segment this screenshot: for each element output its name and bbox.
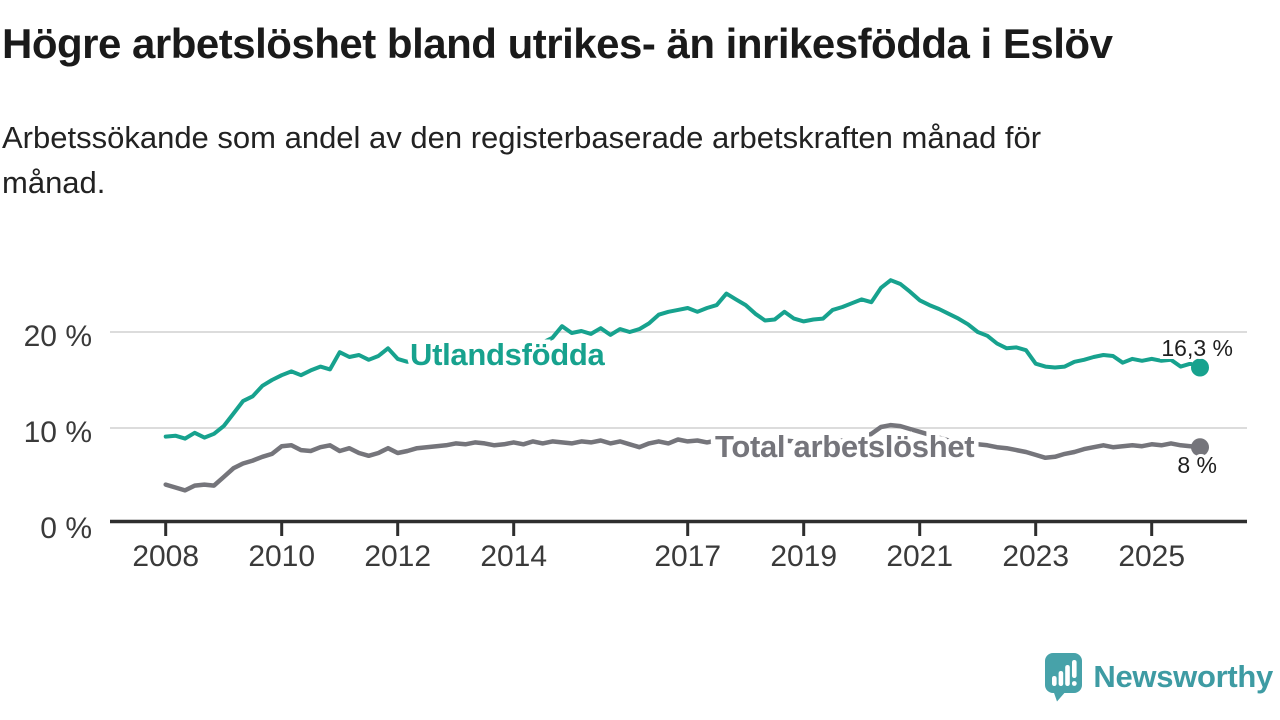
x-tick-label-2025: 2025 xyxy=(1118,540,1185,573)
x-tick-label-2021: 2021 xyxy=(886,540,953,573)
x-tick-label-2017: 2017 xyxy=(654,540,721,573)
logo-exclamation-dot xyxy=(1072,681,1078,686)
logo-exclamation-bar xyxy=(1072,660,1077,678)
x-tick-label-2008: 2008 xyxy=(132,540,199,573)
series-end-dot-utlandsfodda xyxy=(1191,358,1209,377)
chart-title: Högre arbetslöshet bland utrikes- än inr… xyxy=(2,20,1113,67)
x-tick-label-2010: 2010 xyxy=(248,540,315,573)
series-line-total-arbetsloshet xyxy=(163,422,1203,493)
value-label-utlandsfodda: 16,3 % xyxy=(1161,335,1233,361)
x-tick-label-2014: 2014 xyxy=(480,540,547,573)
newsworthy-logo-text: Newsworthy xyxy=(1093,659,1273,694)
value-label-total-arbetsloshet: 8 % xyxy=(1177,452,1217,478)
series-label-total-arbetsloshet: Total arbetslöshet xyxy=(715,429,974,464)
chart-subtitle-line-2: månad. xyxy=(2,165,106,200)
logo-bar-1 xyxy=(1052,676,1057,686)
chart-subtitle: Arbetssökande som andel av den registerb… xyxy=(2,115,1202,205)
series-label-utlandsfodda: Utlandsfödda xyxy=(410,337,606,372)
newsworthy-logo-icon xyxy=(1045,653,1083,702)
logo-bar-2 xyxy=(1058,671,1064,686)
y-tick-label-10: 10 % xyxy=(24,416,92,449)
chart-subtitle-line-1: Arbetssökande som andel av den registerb… xyxy=(2,120,1042,155)
series-end-dot-total-arbetsloshet xyxy=(1191,438,1209,457)
y-tick-label-20: 20 % xyxy=(24,320,92,353)
logo-bar-3 xyxy=(1065,665,1071,686)
y-tick-label-0: 0 % xyxy=(40,512,92,545)
series-line-utlandsfodda xyxy=(163,278,1202,441)
x-tick-label-2019: 2019 xyxy=(770,540,837,573)
x-tick-label-2023: 2023 xyxy=(1002,540,1069,573)
logo-bubble-tail xyxy=(1053,690,1068,702)
x-tick-label-2012: 2012 xyxy=(364,540,431,573)
newsworthy-logo: Newsworthy xyxy=(1044,652,1273,702)
